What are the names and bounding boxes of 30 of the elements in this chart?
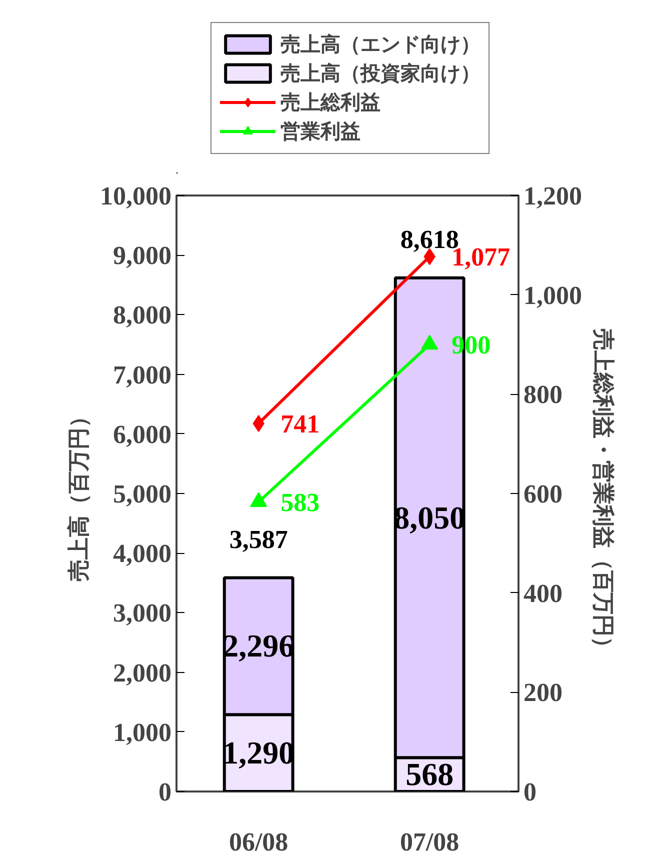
y-tick-label: 4,000: [113, 539, 172, 568]
y2-axis-title: 売上総利益・営業利益（百万円）: [590, 328, 615, 658]
x-tick-label: 06/08: [228, 828, 288, 851]
y2-tick-label: 200: [524, 678, 562, 708]
y-tick-label: 5,000: [113, 480, 172, 508]
y-tick-label: 1,000: [113, 718, 172, 747]
data-label: 568: [406, 756, 454, 792]
data-label: 583: [280, 488, 320, 517]
y2-tick-label: 400: [524, 578, 562, 608]
y2-tick-label: 1,000: [524, 280, 582, 310]
y-tick-label: 8,000: [113, 300, 172, 330]
y-tick-label: 7,000: [113, 360, 172, 390]
legend-label: 営業利益: [280, 118, 360, 144]
x-tick-label: 07/08: [400, 828, 460, 851]
y-axis-title: 売上高（百万円）: [66, 406, 92, 582]
y-tick-label: 0: [158, 778, 172, 806]
y-tick-label: 3,000: [113, 598, 172, 628]
y-tick-label: 6,000: [113, 420, 172, 449]
y-tick-label: 2,000: [113, 658, 172, 688]
data-label: 741: [280, 409, 320, 438]
y-tick-label: 9,000: [113, 241, 172, 270]
legend-label: 売上高（投資家向け）: [280, 60, 480, 86]
y2-tick-label: 600: [524, 480, 562, 508]
y-tick-label: 10,000: [100, 182, 172, 210]
legend-label: 売上高（エンド向け）: [280, 30, 480, 58]
legend-label: 売上総利益: [280, 88, 380, 116]
y2-tick-label: 800: [524, 380, 562, 410]
total-label: 3,587: [229, 524, 288, 554]
y2-tick-label: 0: [524, 778, 536, 806]
y2-tick-label: 1,200: [524, 182, 582, 210]
